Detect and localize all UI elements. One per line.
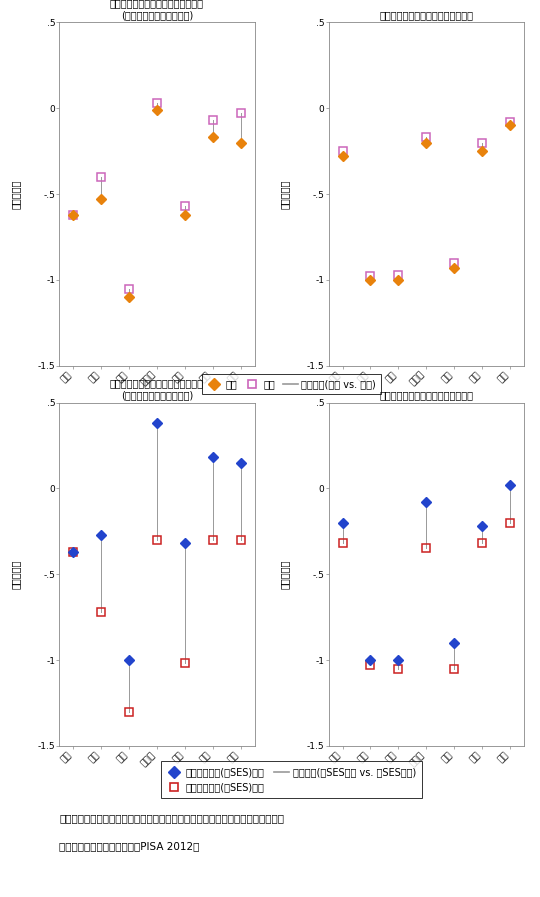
Text: （作者整理）　（資料來源：PISA 2012）: （作者整理） （資料來源：PISA 2012） (59, 840, 200, 850)
Title: 在校外：使用電腦與數位科技的程度
(作為學習或寫作業之用途): 在校外：使用電腦與數位科技的程度 (作為學習或寫作業之用途) (110, 378, 204, 400)
Legend: 男生, 女生, 數位落差(男生 vs. 女生): 男生, 女生, 數位落差(男生 vs. 女生) (202, 374, 381, 394)
Y-axis label: 標準化數値: 標準化數値 (280, 560, 289, 589)
Y-axis label: 標準化數値: 標準化數値 (280, 179, 289, 209)
Y-axis label: 標準化數値: 標準化數値 (10, 179, 21, 209)
Y-axis label: 標準化數値: 標準化數値 (10, 560, 21, 589)
Title: 在學校：使用電腦與數位科技的程度: 在學校：使用電腦與數位科技的程度 (379, 10, 473, 21)
Text: 圖二、學生在校外與校內使用電腦來輔佐學習的程度：性別與社經背景的差異比較: 圖二、學生在校外與校內使用電腦來輔佐學習的程度：性別與社經背景的差異比較 (59, 814, 285, 823)
Legend: 社經條件優勢(高SES)學生, 社經條件劣勢(低SES)學生, 數位落差(高SES學生 vs. 低SES學生): 社經條件優勢(高SES)學生, 社經條件劣勢(低SES)學生, 數位落差(高SE… (161, 762, 422, 797)
Title: 在學校：使用電腦與數位科技的程度: 在學校：使用電腦與數位科技的程度 (379, 390, 473, 400)
Title: 在校外：使用電腦與數位科技的程度
(作為學習或寫作業之用途): 在校外：使用電腦與數位科技的程度 (作為學習或寫作業之用途) (110, 0, 204, 21)
